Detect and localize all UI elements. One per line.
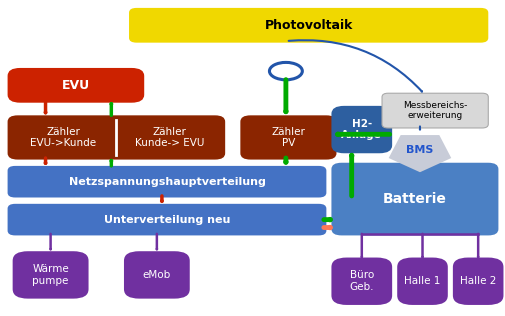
FancyBboxPatch shape <box>240 115 336 160</box>
FancyBboxPatch shape <box>8 115 225 160</box>
FancyBboxPatch shape <box>331 106 391 153</box>
Text: Halle 2: Halle 2 <box>459 276 495 286</box>
Text: EVU: EVU <box>62 79 90 92</box>
Text: Büro
Geb.: Büro Geb. <box>349 270 373 292</box>
FancyBboxPatch shape <box>381 93 487 128</box>
FancyBboxPatch shape <box>8 166 326 198</box>
Text: Photovoltaik: Photovoltaik <box>264 19 352 32</box>
Text: Zähler
EVU->Kunde: Zähler EVU->Kunde <box>30 127 96 148</box>
FancyBboxPatch shape <box>8 204 326 235</box>
Text: Netzspannungshauptverteilung: Netzspannungshauptverteilung <box>68 177 265 187</box>
Text: Batterie: Batterie <box>382 192 446 206</box>
FancyBboxPatch shape <box>8 68 144 103</box>
FancyBboxPatch shape <box>13 251 88 299</box>
FancyBboxPatch shape <box>452 258 502 305</box>
FancyBboxPatch shape <box>331 163 497 235</box>
FancyBboxPatch shape <box>331 258 391 305</box>
Text: Messbereichs-
erweiterung: Messbereichs- erweiterung <box>402 101 467 120</box>
Text: Zähler
PV: Zähler PV <box>271 127 305 148</box>
Text: BMS: BMS <box>406 145 433 155</box>
Text: Zähler
Kunde-> EVU: Zähler Kunde-> EVU <box>134 127 204 148</box>
Text: Unterverteilung neu: Unterverteilung neu <box>104 215 230 225</box>
Text: Halle 1: Halle 1 <box>403 276 440 286</box>
FancyBboxPatch shape <box>124 251 189 299</box>
Text: H2-
Anlage: H2- Anlage <box>341 119 381 140</box>
FancyBboxPatch shape <box>396 258 447 305</box>
Text: Wärme
pumpe: Wärme pumpe <box>32 264 69 286</box>
FancyBboxPatch shape <box>129 8 487 43</box>
Polygon shape <box>388 135 450 172</box>
Text: eMob: eMob <box>142 270 171 280</box>
